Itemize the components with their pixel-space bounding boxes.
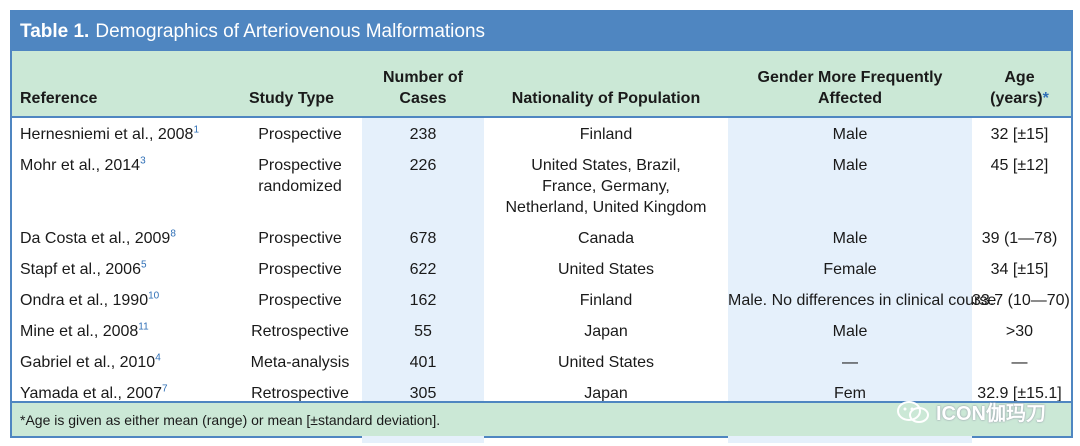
header-cases-line1: Number of bbox=[383, 69, 463, 86]
header-study-type: Study Type bbox=[249, 90, 335, 107]
table-row: Mohr et al., 20143 Prospective randomized… bbox=[12, 149, 1071, 222]
cases-column-shade bbox=[362, 118, 484, 443]
watermark-text: ICON伽玛刀 bbox=[936, 403, 1046, 425]
cell-number-of-cases: 162 bbox=[409, 292, 437, 309]
citation-superscript: 11 bbox=[138, 321, 149, 333]
cell-age: 32.9 [±15.1] bbox=[977, 385, 1062, 402]
citation-superscript: 8 bbox=[170, 228, 176, 240]
cell-gender: Male. No differences in clinical course bbox=[728, 292, 997, 309]
citation-superscript: 3 bbox=[140, 155, 146, 167]
demographics-table: Table 1. Demographics of Arteriovenous M… bbox=[10, 10, 1073, 443]
reference-text: Gabriel et al., 2010 bbox=[20, 354, 156, 371]
cell-nationality: Canada bbox=[577, 230, 635, 247]
cell-age: 34 [±15] bbox=[990, 261, 1049, 278]
cell-nationality: United States, Brazil, France, Germany, … bbox=[505, 157, 707, 216]
header-age-unit: (years) bbox=[990, 90, 1043, 107]
cell-gender: Fem bbox=[834, 385, 866, 402]
cell-gender: Female bbox=[823, 261, 877, 278]
cell-number-of-cases: 622 bbox=[409, 261, 437, 278]
cell-study-type: Retrospective bbox=[251, 323, 349, 340]
cell-age: — bbox=[1011, 354, 1028, 371]
table-title-text: Demographics of Arteriovenous Malformati… bbox=[95, 20, 486, 42]
cell-number-of-cases: 401 bbox=[409, 354, 437, 371]
cell-age: 33.7 (10—70) bbox=[972, 292, 1070, 309]
reference-text: Stapf et al., 2006 bbox=[20, 261, 141, 278]
cell-gender: Male bbox=[832, 323, 868, 340]
cell-reference: Stapf et al., 20065 bbox=[20, 259, 147, 280]
cell-number-of-cases: 226 bbox=[409, 157, 437, 174]
cell-reference: Yamada et al., 20077 bbox=[20, 383, 168, 404]
reference-text: Mine et al., 2008 bbox=[20, 323, 139, 340]
cell-study-type: Prospective bbox=[258, 292, 342, 309]
cell-nationality: United States bbox=[557, 261, 655, 278]
citation-superscript: 7 bbox=[162, 383, 168, 395]
gender-column-shade bbox=[728, 118, 972, 443]
cell-age: 32 [±15] bbox=[990, 126, 1049, 143]
watermark: ICON伽玛刀 bbox=[896, 397, 1046, 426]
header-cases-line2: Cases bbox=[399, 90, 447, 107]
cell-nationality: United States bbox=[557, 354, 655, 371]
cell-nationality: Japan bbox=[584, 385, 628, 402]
table-row: Gabriel et al., 20104 Meta-analysis 401 Uni… bbox=[12, 346, 1071, 377]
cell-study-type: Prospective randomized bbox=[258, 157, 342, 195]
header-age-line1: Age bbox=[1004, 69, 1035, 86]
header-reference: Reference bbox=[20, 90, 98, 107]
cell-gender: — bbox=[842, 354, 858, 371]
cell-gender: Male bbox=[832, 157, 868, 174]
cell-reference: Gabriel et al., 20104 bbox=[20, 352, 161, 373]
cell-age: 39 (1—78) bbox=[981, 230, 1058, 247]
reference-text: Ondra et al., 1990 bbox=[20, 292, 149, 309]
reference-text: Hernesniemi et al., 2008 bbox=[20, 126, 194, 143]
header-number-of-cases: Number of Cases bbox=[362, 67, 484, 109]
cell-study-type: Meta-analysis bbox=[250, 354, 350, 371]
cell-gender: Male bbox=[832, 230, 868, 247]
citation-superscript: 4 bbox=[155, 352, 161, 364]
table-header: Reference Study Type Number of Cases Nat… bbox=[12, 51, 1071, 118]
cell-nationality: Finland bbox=[579, 292, 633, 309]
cell-reference: Mine et al., 200811 bbox=[20, 321, 149, 342]
cell-number-of-cases: 678 bbox=[409, 230, 437, 247]
cell-age: >30 bbox=[1005, 323, 1034, 340]
cell-reference: Ondra et al., 199010 bbox=[20, 290, 159, 311]
citation-superscript: 10 bbox=[148, 290, 160, 302]
cell-gender: Male bbox=[832, 126, 868, 143]
cell-nationality: Finland bbox=[579, 126, 633, 143]
table-title-number: Table 1. bbox=[20, 20, 90, 42]
wechat-icon bbox=[897, 400, 929, 423]
reference-text: Mohr et al., 2014 bbox=[20, 157, 141, 174]
cell-study-type: Prospective bbox=[258, 230, 342, 247]
cell-reference: Da Costa et al., 20098 bbox=[20, 228, 176, 249]
reference-text: Yamada et al., 2007 bbox=[20, 385, 163, 402]
citation-superscript: 1 bbox=[193, 124, 199, 136]
table-row: Da Costa et al., 20098 Prospective 678 Cana… bbox=[12, 222, 1071, 253]
cell-study-type: Prospective bbox=[258, 261, 342, 278]
table-row: Mine et al., 200811 Retrospective 55 Japan M… bbox=[12, 315, 1071, 346]
cell-number-of-cases: 238 bbox=[409, 126, 437, 143]
table-row: Hernesniemi et al., 20081 Prospective 238 F… bbox=[12, 118, 1071, 149]
header-age: Age (years)* bbox=[972, 67, 1067, 109]
citation-superscript: 5 bbox=[140, 259, 147, 271]
table-row: Ondra et al., 199010 Prospective 162 Finlan… bbox=[12, 284, 1071, 315]
cell-reference: Mohr et al., 20143 bbox=[20, 155, 146, 176]
cell-number-of-cases: 55 bbox=[414, 323, 432, 340]
cell-number-of-cases: 305 bbox=[409, 385, 437, 402]
cell-study-type: Retrospective bbox=[251, 385, 349, 402]
header-gender: Gender More Frequently Affected bbox=[757, 69, 943, 107]
cell-nationality: Japan bbox=[584, 323, 628, 340]
table-row: Stapf et al., 20065 Prospective 622 United … bbox=[12, 253, 1071, 284]
header-nationality: Nationality of Population bbox=[511, 90, 701, 107]
table-title: Table 1. Demographics of Arteriovenous M… bbox=[12, 12, 1071, 51]
reference-text: Da Costa et al., 2009 bbox=[20, 230, 171, 247]
header-age-line2: (years)* bbox=[972, 88, 1067, 109]
table-row: Yamada et al., 20077 Retrospective 305 Japa… bbox=[12, 377, 1071, 408]
header-age-asterisk: * bbox=[1042, 90, 1049, 107]
cell-age: 45 [±12] bbox=[990, 157, 1049, 174]
cell-reference: Hernesniemi et al., 20081 bbox=[20, 124, 199, 145]
cell-study-type: Prospective bbox=[258, 126, 342, 143]
table-footnote: *Age is given as either mean (range) or … bbox=[12, 401, 1071, 436]
